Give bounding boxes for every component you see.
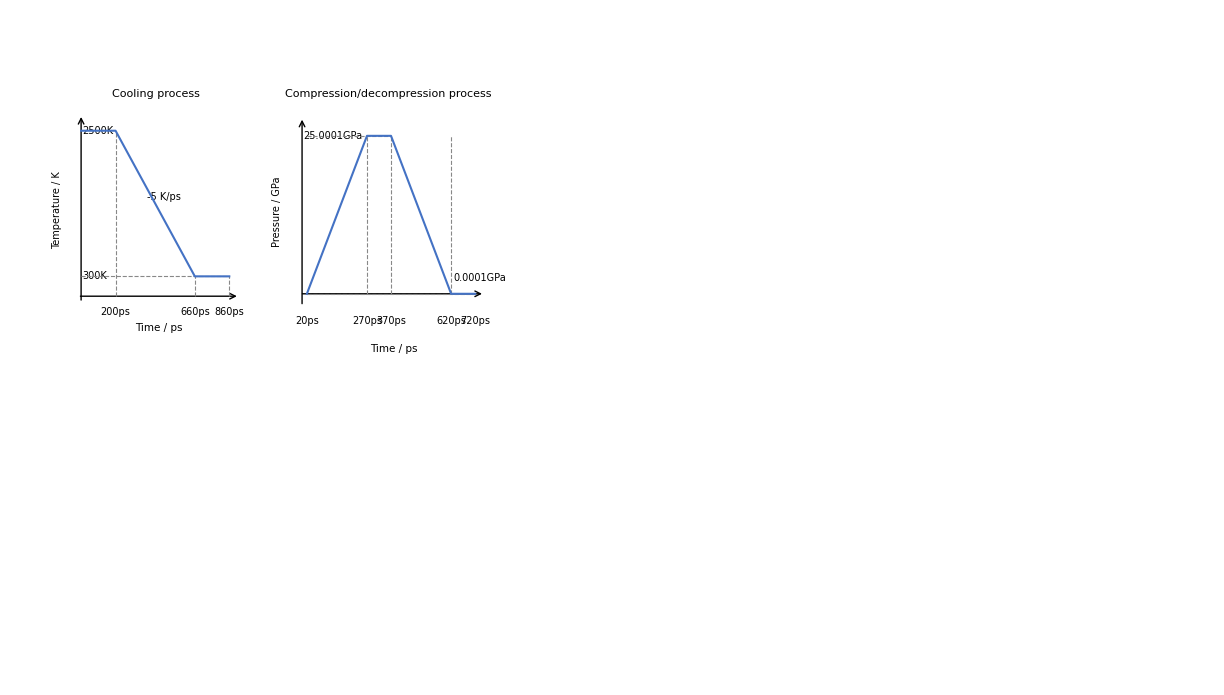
Text: 860ps: 860ps: [214, 306, 244, 317]
Text: 370ps: 370ps: [376, 316, 406, 326]
Text: Time / ps: Time / ps: [370, 344, 417, 354]
Text: 0.0001GPa: 0.0001GPa: [454, 273, 507, 283]
Text: Time / ps: Time / ps: [135, 322, 182, 333]
Text: 300K: 300K: [82, 271, 108, 281]
Text: Temperature / K: Temperature / K: [51, 171, 62, 249]
Text: 25.0001GPa: 25.0001GPa: [304, 131, 362, 141]
Text: 270ps: 270ps: [353, 316, 382, 326]
Text: 620ps: 620ps: [436, 316, 466, 326]
Text: 720ps: 720ps: [460, 316, 490, 326]
Text: Pressure / GPa: Pressure / GPa: [272, 177, 282, 247]
Text: 200ps: 200ps: [100, 306, 131, 317]
Title: Cooling process: Cooling process: [113, 89, 200, 99]
Text: 20ps: 20ps: [295, 316, 318, 326]
Text: 2500K: 2500K: [82, 126, 114, 136]
Text: -5 K/ps: -5 K/ps: [147, 192, 180, 202]
Title: Compression/decompression process: Compression/decompression process: [285, 89, 492, 99]
Text: 660ps: 660ps: [180, 306, 209, 317]
